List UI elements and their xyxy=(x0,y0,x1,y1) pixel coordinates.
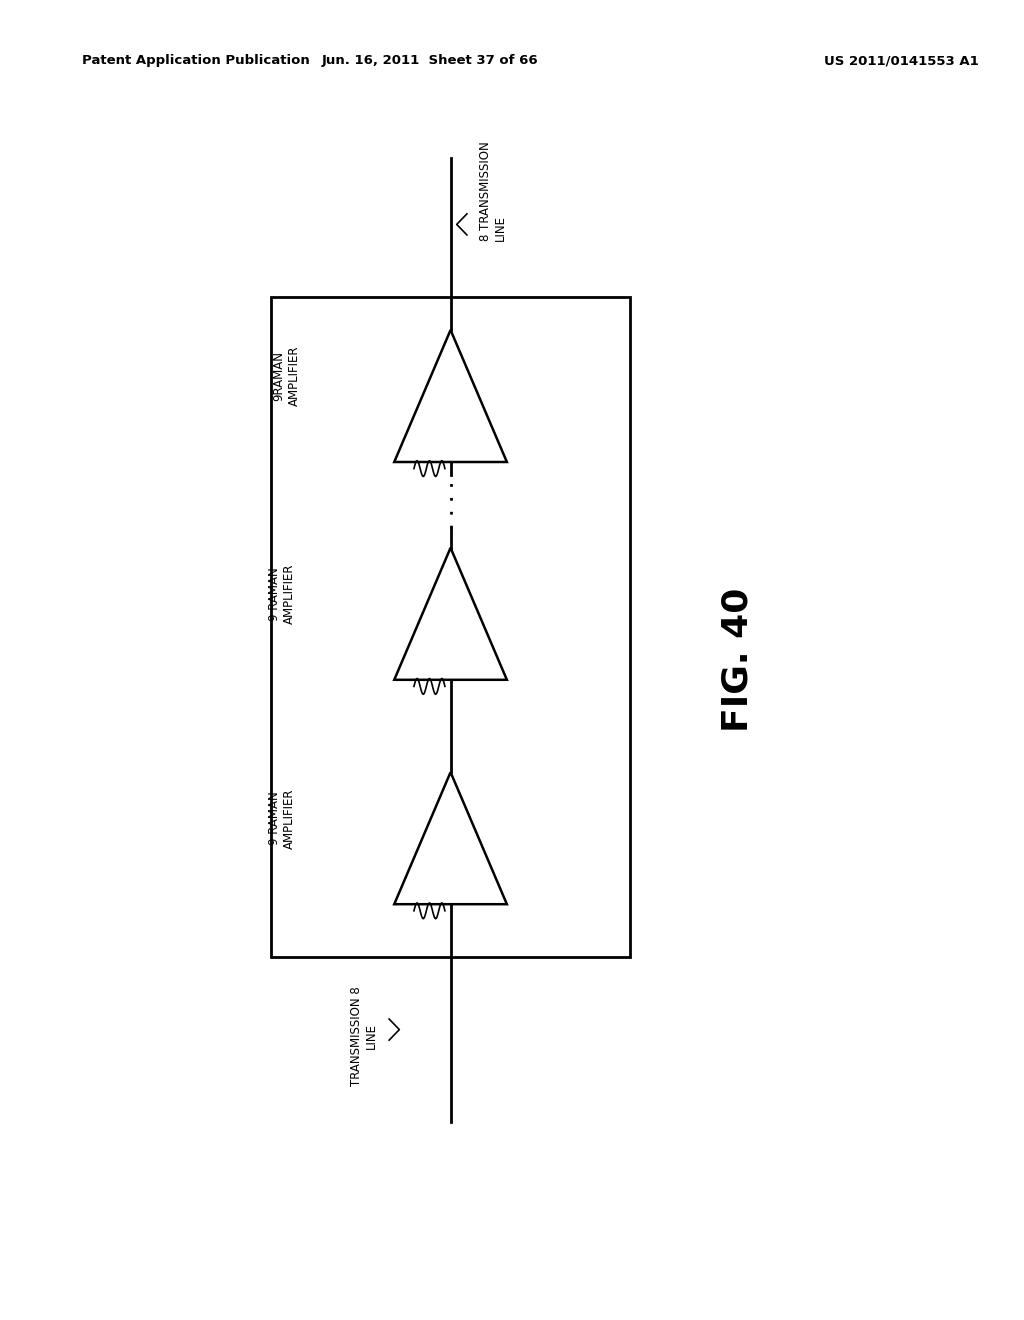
Text: 9RAMAN
AMPLIFIER: 9RAMAN AMPLIFIER xyxy=(272,346,301,407)
Polygon shape xyxy=(394,548,507,680)
Text: 8 TRANSMISSION
LINE: 8 TRANSMISSION LINE xyxy=(479,141,507,242)
Text: US 2011/0141553 A1: US 2011/0141553 A1 xyxy=(823,54,979,67)
Text: 9 RAMAN
AMPLIFIER: 9 RAMAN AMPLIFIER xyxy=(267,564,296,624)
Text: TRANSMISSION 8
LINE: TRANSMISSION 8 LINE xyxy=(349,986,378,1086)
Text: Patent Application Publication: Patent Application Publication xyxy=(82,54,309,67)
Polygon shape xyxy=(394,772,507,904)
Bar xyxy=(271,297,630,957)
Text: 9 RAMAN
AMPLIFIER: 9 RAMAN AMPLIFIER xyxy=(267,788,296,849)
Text: Jun. 16, 2011  Sheet 37 of 66: Jun. 16, 2011 Sheet 37 of 66 xyxy=(322,54,539,67)
Polygon shape xyxy=(394,330,507,462)
Text: FIG. 40: FIG. 40 xyxy=(720,587,755,733)
